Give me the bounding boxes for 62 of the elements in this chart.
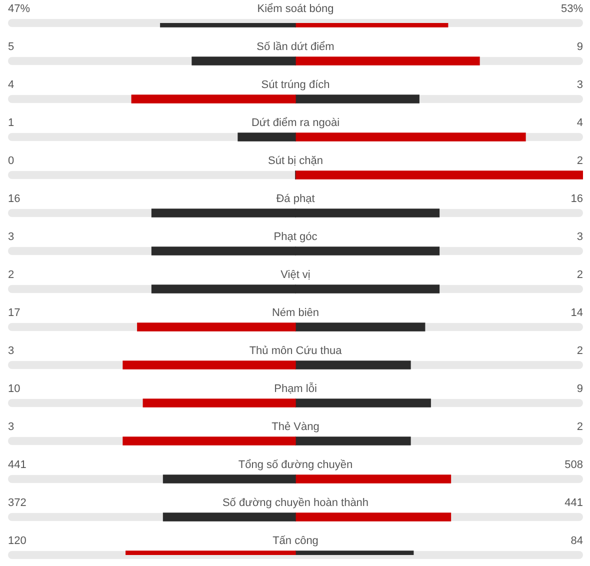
annotation: 508: [564, 459, 583, 472]
annotation: 14: [570, 307, 583, 320]
bar: [295, 56, 480, 66]
y-tick-label: Sút trúng đích: [261, 79, 330, 92]
bar: [162, 512, 296, 522]
bar: [122, 360, 296, 370]
text: 47%: [8, 3, 30, 16]
annotation: 4: [576, 117, 583, 130]
y-tick-label: Tấn công: [272, 535, 318, 548]
y-tick-label: Số đường chuyền hoàn thành: [222, 497, 369, 510]
text: 16: [8, 193, 20, 206]
bar: [295, 436, 411, 446]
annotation: 3: [576, 79, 583, 92]
annotation: 9: [576, 383, 583, 396]
text: 372: [8, 497, 26, 510]
annotation: 2: [576, 421, 583, 434]
y-tick-label: Phạm lỗi: [274, 382, 317, 396]
bar: [295, 474, 452, 484]
text: 10: [8, 383, 20, 396]
bar: [238, 132, 296, 142]
y-tick-label: Phạt góc: [274, 231, 318, 244]
annotation: 2: [576, 345, 583, 358]
bar: [142, 398, 296, 408]
y-tick-label: Việt vị: [280, 269, 310, 282]
text: 3: [8, 345, 14, 358]
text: 3: [8, 421, 14, 434]
annotation: 9: [576, 41, 583, 54]
bar: [295, 398, 431, 408]
text: 120: [8, 535, 26, 548]
bar: [162, 474, 296, 484]
text: 441: [8, 459, 26, 472]
annotation: 441: [564, 497, 583, 510]
text: 4: [8, 79, 14, 92]
bar: [122, 436, 296, 446]
bar: [295, 512, 452, 522]
y-tick-label: Ném biên: [272, 307, 320, 320]
bar: [137, 322, 296, 332]
bar: [131, 94, 296, 104]
annotation: 2: [576, 155, 583, 168]
annotation: 53%: [560, 3, 584, 16]
y-tick-label: Kiểm soát bóng: [257, 3, 334, 16]
annotation: 16: [570, 193, 583, 206]
y-tick-label: Thủ môn Cứu thua: [249, 345, 343, 358]
y-tick-label: Thẻ Vàng: [272, 421, 320, 434]
y-tick-label: Tổng số đường chuyền: [238, 459, 353, 472]
y-tick-label: Dứt điểm ra ngoài: [251, 117, 340, 130]
text: 17: [8, 307, 20, 320]
bar: [192, 56, 296, 66]
text: 1: [8, 117, 14, 130]
bar: [295, 94, 420, 104]
y-tick-label: Số lần dứt điểm: [256, 41, 334, 54]
bar: [295, 360, 411, 370]
text: 3: [8, 231, 14, 244]
text: 0: [8, 155, 14, 168]
y-tick-label: Đá phạt: [276, 193, 315, 206]
text: 2: [8, 269, 14, 282]
annotation: 3: [576, 231, 583, 244]
bar: [295, 322, 426, 332]
annotation: 2: [576, 269, 583, 282]
y-tick-label: Sút bị chặn: [268, 155, 324, 168]
annotation: 84: [570, 535, 583, 548]
text: 5: [8, 41, 14, 54]
